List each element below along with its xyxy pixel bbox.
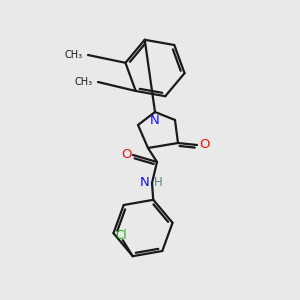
Text: H: H bbox=[154, 176, 162, 188]
Text: O: O bbox=[199, 139, 209, 152]
Text: O: O bbox=[121, 148, 131, 161]
Text: CH₃: CH₃ bbox=[65, 50, 83, 60]
Text: N: N bbox=[140, 176, 150, 190]
Text: N: N bbox=[150, 113, 160, 127]
Text: CH₃: CH₃ bbox=[75, 77, 93, 87]
Text: Cl: Cl bbox=[115, 229, 127, 242]
